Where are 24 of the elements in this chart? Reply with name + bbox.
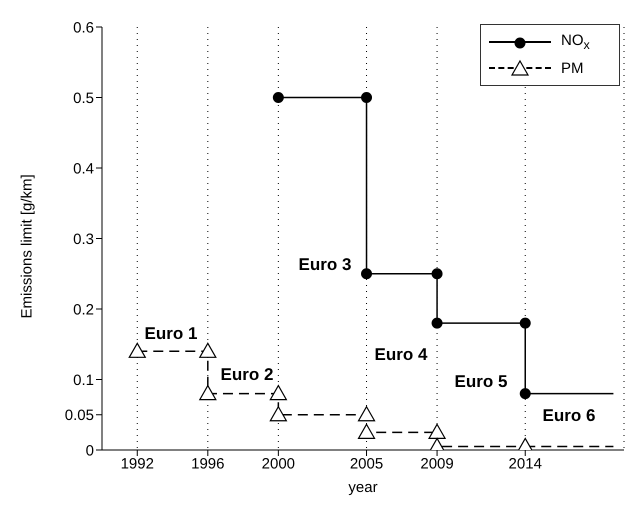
y-tick-label: 0.6 [73,19,94,36]
annotation: Euro 4 [374,345,428,365]
y-tick-label: 0.2 [73,301,94,318]
x-tick-label: 1992 [120,456,154,473]
x-axis-title: year [348,479,378,496]
annotation: Euro 5 [454,372,508,392]
y-axis-title: Emissions limit [g/km] [18,174,36,318]
x-tick-label: 2014 [508,456,542,473]
annotation: Euro 3 [298,255,352,275]
y-tick-label: 0.5 [73,90,94,107]
annotation: Euro 6 [542,406,596,426]
x-tick-label: 2000 [262,456,296,473]
annotation: Euro 2 [220,365,274,385]
legend-label: NO$_{x}$ [561,32,590,52]
y-tick-label: 0 [86,442,94,460]
y-tick-label: 0.4 [73,160,94,178]
x-tick-label: 2005 [350,456,384,473]
x-tick-label: 2009 [420,456,454,473]
annotation: Euro 1 [144,324,198,344]
x-tick-label: 1996 [191,456,224,473]
y-tick-label: 0.05 [64,407,94,424]
y-tick-label: 0.1 [73,372,94,389]
y-tick-label: 0.3 [73,230,94,248]
legend-label: PM [561,60,584,76]
